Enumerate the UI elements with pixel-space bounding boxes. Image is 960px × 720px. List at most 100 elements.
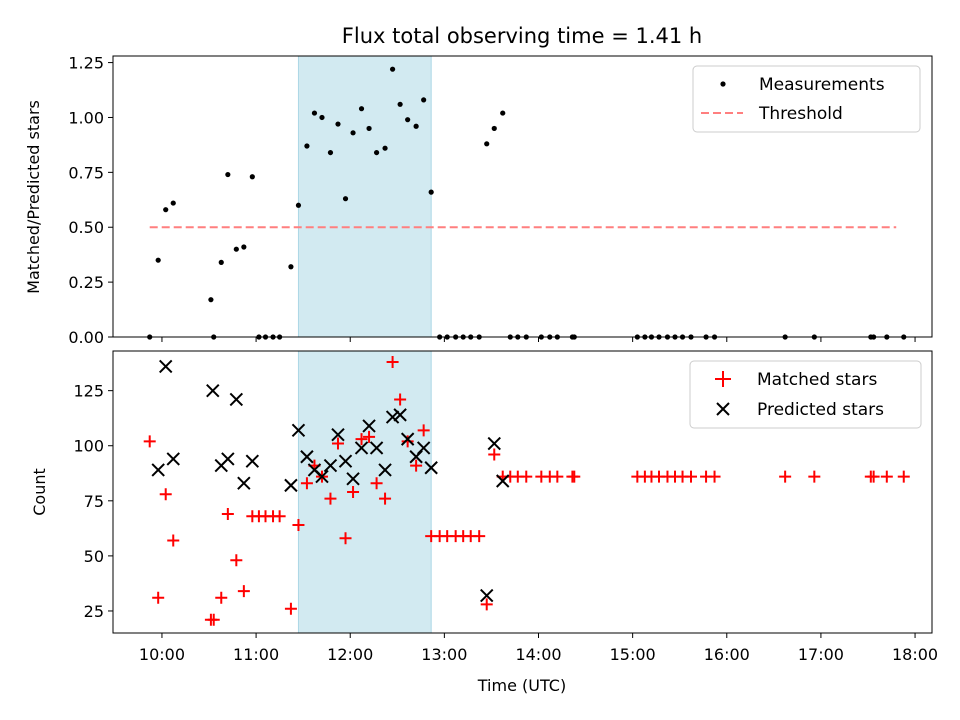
matched-star-point — [221, 508, 234, 521]
top-y-ticks: 0.00 0.25 0.50 0.75 1.00 1.25 — [68, 54, 113, 347]
predicted-star-point — [151, 463, 165, 477]
top-axes-frame — [112, 55, 933, 338]
predicted-star-point — [424, 461, 438, 475]
top-x-ticks — [161, 337, 916, 342]
matched-star-point — [292, 519, 305, 532]
measurement-point — [405, 117, 411, 123]
measurement-point — [350, 130, 356, 136]
matched-star-point — [897, 470, 910, 483]
predicted-star-point — [393, 408, 407, 422]
y-tick-label: 0.50 — [68, 218, 104, 237]
top-legend-box — [692, 65, 921, 133]
legend-measurement-marker — [720, 81, 726, 87]
y-tick-label: 50 — [84, 547, 104, 566]
measurement-point — [295, 202, 302, 208]
matched-star-point — [324, 492, 337, 505]
matched-star-point — [300, 477, 313, 490]
y-tick-label: 1.25 — [68, 54, 104, 73]
matched-star-point — [207, 613, 220, 626]
predicted-star-point — [354, 441, 369, 455]
predicted-star-point — [166, 452, 180, 466]
legend-matched-marker — [715, 371, 731, 387]
y-tick-label: 25 — [84, 602, 104, 621]
bottom-y-ticks: 25 50 75 100 125 — [73, 382, 113, 621]
matched-star-point — [339, 532, 352, 545]
legend-predicted: Predicted stars — [757, 400, 884, 420]
legend-measurements: Measurements — [759, 75, 885, 95]
bottom-legend: Matched stars Predicted stars — [689, 360, 922, 429]
x-tick-label: 10:00 — [139, 645, 185, 664]
predicted-star-point — [221, 452, 235, 466]
measurement-point — [335, 121, 341, 127]
matched-star-point — [880, 470, 893, 483]
matched-star-point — [488, 448, 501, 461]
matched-star-point — [273, 510, 286, 523]
matched-star-point — [473, 530, 486, 543]
predicted-star-point — [338, 454, 353, 468]
predicted-star-point — [237, 476, 251, 490]
chart-title: Flux total observing time = 1.41 h — [342, 24, 702, 48]
predicted-star-point — [159, 359, 173, 374]
matched-star-point — [708, 470, 721, 483]
y-tick-label: 100 — [73, 437, 104, 456]
y-tick-label: 0.75 — [68, 163, 104, 182]
x-tick-label: 12:00 — [327, 645, 373, 664]
measurement-point — [218, 259, 224, 265]
count-points — [143, 356, 910, 626]
matched-star-point — [143, 435, 156, 448]
matched-star-point — [331, 437, 344, 450]
x-tick-label: 18:00 — [892, 645, 938, 664]
predicted-star-point — [300, 450, 314, 464]
matched-star-point — [167, 534, 180, 547]
bottom-legend-box — [689, 360, 922, 429]
measurement-point — [484, 141, 490, 147]
bottom-axes-frame — [112, 350, 933, 634]
measurement-point — [389, 66, 396, 72]
matched-star-point — [480, 598, 493, 611]
measurement-point — [288, 264, 294, 270]
x-tick-label: 16:00 — [704, 645, 750, 664]
matched-star-point — [867, 470, 880, 483]
matched-star-point — [355, 433, 368, 446]
measurement-point — [249, 174, 255, 180]
measurement-point — [319, 114, 325, 121]
measurement-point — [241, 244, 247, 250]
top-highlight-span — [297, 55, 432, 338]
matched-star-point — [394, 393, 407, 406]
y-tick-label: 1.00 — [68, 108, 104, 127]
predicted-star-point — [480, 588, 494, 603]
measurement-point — [373, 149, 380, 156]
x-tick-label: 13:00 — [421, 645, 467, 664]
measurement-point — [233, 246, 239, 252]
y-tick-label: 125 — [73, 382, 104, 401]
predicted-star-point — [245, 454, 260, 468]
matched-star-point — [230, 554, 243, 567]
predicted-star-point — [206, 383, 220, 398]
y-tick-label: 0.00 — [68, 328, 104, 347]
measurement-point — [491, 125, 497, 132]
legend-threshold: Threshold — [758, 104, 843, 124]
measurement-point — [366, 125, 372, 132]
matched-star-point — [808, 470, 821, 483]
x-tick-label: 15:00 — [610, 645, 656, 664]
matched-star-point — [551, 470, 564, 483]
matched-star-point — [417, 424, 430, 437]
predicted-star-point — [416, 441, 431, 455]
y-tick-label: 0.25 — [68, 273, 104, 292]
measurement-point — [311, 110, 318, 116]
predicted-star-point — [346, 472, 360, 486]
measurement-point — [500, 110, 506, 116]
matched-star-point — [401, 435, 414, 448]
predicted-star-point — [291, 423, 306, 438]
matched-star-point — [284, 602, 297, 615]
measurement-point — [225, 171, 231, 178]
ratio-panel: 0.00 0.25 0.50 0.75 1.00 1.25 Matched/Predict… — [24, 54, 933, 347]
measurement-point — [163, 207, 169, 213]
predicted-star-point — [385, 410, 400, 424]
measurement-point — [358, 106, 365, 112]
predicted-star-point — [400, 432, 415, 446]
measurement-points — [147, 66, 907, 340]
matched-star-point — [237, 585, 250, 598]
measurement-point — [327, 149, 334, 156]
